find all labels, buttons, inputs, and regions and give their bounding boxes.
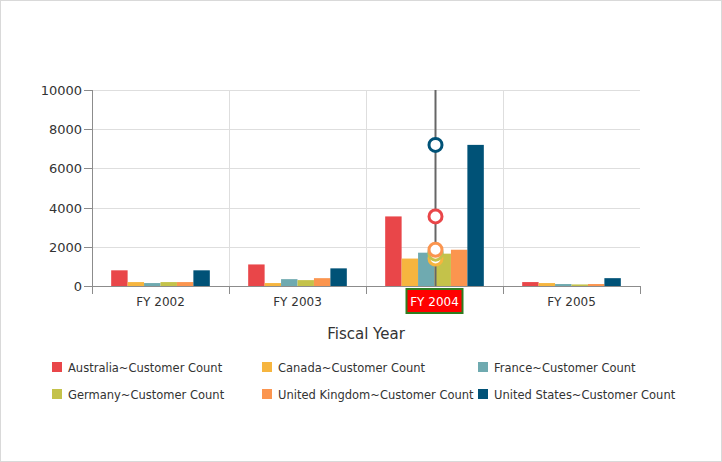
bar <box>177 282 193 286</box>
plot-area <box>111 90 621 286</box>
legend-swatch <box>262 362 272 372</box>
y-tick <box>84 90 92 91</box>
trackball-marker <box>429 138 442 151</box>
background <box>1 1 722 462</box>
x-tick <box>640 286 641 294</box>
legend: Australia~Customer Count Canada~Customer … <box>52 361 676 402</box>
legend-label: Canada~Customer Count <box>278 361 426 375</box>
y-tick <box>84 208 92 209</box>
x-tick-label: FY 2004 <box>410 295 459 309</box>
bar <box>385 216 401 286</box>
bar <box>588 284 604 286</box>
trackball-marker <box>429 210 442 223</box>
bar <box>111 270 127 286</box>
bar <box>330 268 346 286</box>
bar <box>161 282 177 286</box>
legend-label: Australia~Customer Count <box>68 361 223 375</box>
bar <box>314 278 330 286</box>
y-tick <box>84 247 92 248</box>
bar <box>451 250 467 286</box>
bar <box>402 259 418 286</box>
bar <box>193 270 209 286</box>
grid-line-vertical <box>366 90 367 286</box>
y-tick-label: 8000 <box>49 122 82 137</box>
x-tick <box>503 286 504 294</box>
y-tick-label: 2000 <box>49 240 82 255</box>
bar <box>572 284 588 286</box>
bar <box>144 283 160 286</box>
x-tick <box>229 286 230 294</box>
x-tick <box>92 286 93 294</box>
y-tick <box>84 168 92 169</box>
legend-swatch <box>262 389 272 399</box>
x-tick-label: FY 2002 <box>136 295 185 309</box>
y-tick <box>84 286 92 287</box>
y-axis-line <box>92 90 93 286</box>
x-tick <box>366 286 367 294</box>
legend-label: United Kingdom~Customer Count <box>278 388 474 402</box>
chart-container: 0 2000 4000 6000 8000 10000 FY 2002 FY 2003 FY 2… <box>0 0 722 462</box>
bar <box>555 284 571 286</box>
highlight-label-box <box>407 289 463 313</box>
x-tick-label: FY 2003 <box>273 295 322 309</box>
grid-line-vertical <box>503 90 504 286</box>
bar <box>298 280 314 286</box>
y-tick <box>84 129 92 130</box>
bar <box>522 282 538 286</box>
bar <box>539 283 555 286</box>
x-tick-label: FY 2005 <box>547 295 596 309</box>
y-tick-label: 0 <box>74 279 82 294</box>
legend-swatch <box>52 362 62 372</box>
y-tick-label: 4000 <box>49 201 82 216</box>
bar <box>265 283 281 286</box>
bar <box>281 279 297 286</box>
legend-swatch <box>478 362 488 372</box>
grid <box>84 90 640 287</box>
y-tick-label: 6000 <box>49 161 82 176</box>
x-axis-title: Fiscal Year <box>327 325 405 343</box>
legend-label: France~Customer Count <box>494 361 636 375</box>
bar <box>467 145 483 286</box>
bar <box>128 282 144 286</box>
y-tick-label: 10000 <box>41 83 82 98</box>
bar <box>248 264 264 286</box>
legend-label: United States~Customer Count <box>494 388 676 402</box>
legend-swatch <box>52 389 62 399</box>
bar <box>604 278 620 286</box>
legend-label: Germany~Customer Count <box>68 388 225 402</box>
chart: 0 2000 4000 6000 8000 10000 FY 2002 FY 2003 FY 2… <box>0 0 722 462</box>
legend-swatch <box>478 389 488 399</box>
grid-line-vertical <box>229 90 230 286</box>
trackball-marker <box>429 243 442 256</box>
